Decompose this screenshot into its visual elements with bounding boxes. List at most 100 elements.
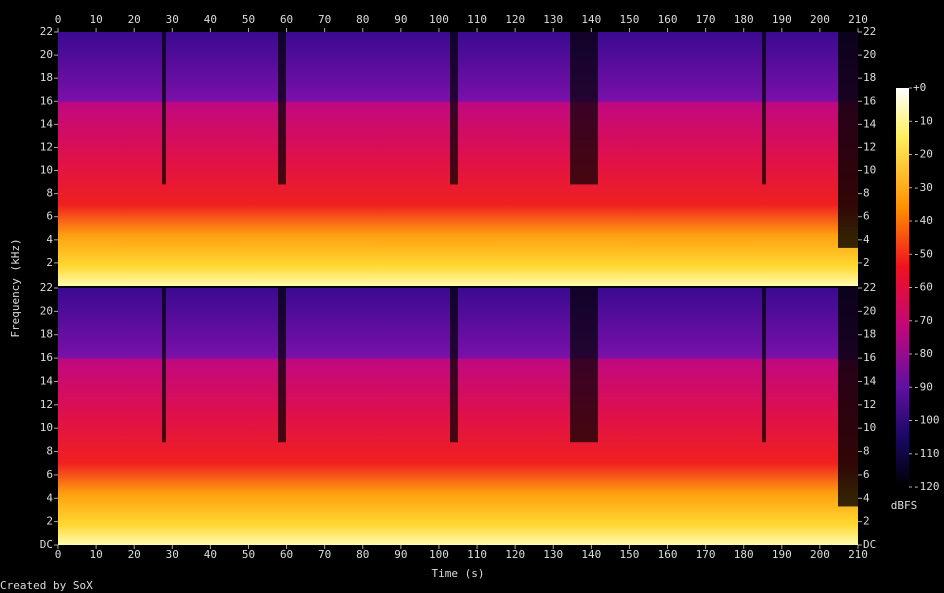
colorbar-tick-label: -120 xyxy=(913,480,940,493)
y-tick-label: 6 xyxy=(863,468,870,481)
x-tick-label: 50 xyxy=(242,548,255,561)
x-tick-label: 210 xyxy=(848,548,868,561)
colorbar-tick-label: -50 xyxy=(913,247,933,260)
y-tick-label: 20 xyxy=(40,48,53,61)
y-tick-label: 18 xyxy=(863,328,876,341)
x-tick-label: 60 xyxy=(280,13,293,26)
x-tick-label: 160 xyxy=(658,13,678,26)
x-tick-label: 20 xyxy=(128,548,141,561)
x-tick-label: 50 xyxy=(242,13,255,26)
y-tick-label: 22 xyxy=(863,281,876,294)
x-tick-label: 170 xyxy=(696,548,716,561)
x-tick-label: 180 xyxy=(734,548,754,561)
x-tick-label: 110 xyxy=(467,13,487,26)
quiet-band xyxy=(162,32,166,185)
y-tick-label: 14 xyxy=(863,374,877,387)
footer: Created by SoX xyxy=(0,579,93,592)
colorbar-tick-label: -10 xyxy=(913,114,933,127)
x-axis-label: Time (s) xyxy=(432,567,485,580)
quiet-band xyxy=(450,288,458,443)
y-tick-label: 16 xyxy=(40,94,53,107)
y-tick-label: 18 xyxy=(40,71,53,84)
colorbar-tick-label: -40 xyxy=(913,214,933,227)
x-tick-label: 90 xyxy=(394,548,407,561)
x-tick-label: 40 xyxy=(204,13,217,26)
colorbar-tick-label: -100 xyxy=(913,414,940,427)
x-tick-label: 30 xyxy=(166,13,179,26)
y-tick-label: 22 xyxy=(40,25,53,38)
y-tick-label: 2 xyxy=(46,515,53,528)
x-tick-label: 170 xyxy=(696,13,716,26)
y-tick-label: 6 xyxy=(46,210,53,223)
x-tick-label: 10 xyxy=(89,548,102,561)
y-tick-label: 10 xyxy=(40,421,53,434)
x-tick-label: 70 xyxy=(318,13,331,26)
colorbar xyxy=(896,88,909,487)
y-tick-label: 12 xyxy=(863,398,876,411)
quiet-band xyxy=(450,32,458,185)
quiet-band xyxy=(162,288,166,443)
y-tick-label: 4 xyxy=(863,233,870,246)
x-tick-label: 180 xyxy=(734,13,754,26)
x-tick-label: 140 xyxy=(581,13,601,26)
fade-out xyxy=(838,288,858,507)
x-tick-label: 30 xyxy=(166,548,179,561)
y-tick-label: 10 xyxy=(863,164,876,177)
y-tick-label: 14 xyxy=(40,117,54,130)
y-tick-label: DC xyxy=(863,538,876,551)
x-tick-label: 200 xyxy=(810,13,830,26)
colorbar-tick-label: +0 xyxy=(913,81,926,94)
y-tick-label: 10 xyxy=(40,164,53,177)
y-tick-label: 16 xyxy=(863,351,876,364)
colorbar-tick-label: -80 xyxy=(913,347,933,360)
x-tick-label: 0 xyxy=(55,548,62,561)
x-tick-label: 20 xyxy=(128,13,141,26)
x-tick-label: 120 xyxy=(505,548,525,561)
x-tick-label: 120 xyxy=(505,13,525,26)
x-tick-label: 130 xyxy=(543,548,563,561)
quiet-band xyxy=(762,288,766,443)
x-tick-label: 10 xyxy=(89,13,102,26)
y-tick-label: 4 xyxy=(46,233,53,246)
y-tick-label: 8 xyxy=(863,187,870,200)
x-tick-label: 100 xyxy=(429,13,449,26)
y-tick-label: 2 xyxy=(863,256,870,269)
y-tick-label: 8 xyxy=(46,445,53,458)
fade-out xyxy=(838,32,858,248)
colorbar-label: dBFS xyxy=(891,499,918,512)
y-tick-label: 12 xyxy=(40,398,53,411)
y-tick-label: 8 xyxy=(46,187,53,200)
y-tick-label: 20 xyxy=(863,48,876,61)
x-tick-label: 190 xyxy=(772,13,792,26)
x-tick-label: 210 xyxy=(848,13,868,26)
x-tick-label: 80 xyxy=(356,13,369,26)
x-tick-label: 110 xyxy=(467,548,487,561)
colorbar-tick-label: -60 xyxy=(913,281,933,294)
x-tick-label: 160 xyxy=(658,548,678,561)
quiet-band xyxy=(762,32,766,185)
y-tick-label: 20 xyxy=(40,304,53,317)
y-tick-label: 22 xyxy=(40,281,53,294)
y-tick-label: 16 xyxy=(863,94,876,107)
x-tick-label: 150 xyxy=(619,548,639,561)
y-tick-label: 12 xyxy=(40,140,53,153)
x-tick-label: 200 xyxy=(810,548,830,561)
x-tick-label: 130 xyxy=(543,13,563,26)
x-tick-label: 90 xyxy=(394,13,407,26)
x-tick-label: 0 xyxy=(55,13,62,26)
y-tick-label: 18 xyxy=(40,328,53,341)
quiet-band xyxy=(570,288,598,443)
y-tick-label: 2 xyxy=(863,515,870,528)
y-tick-label: 14 xyxy=(863,117,877,130)
x-tick-label: 60 xyxy=(280,548,293,561)
colorbar-tick-label: -90 xyxy=(913,380,933,393)
y-tick-label: 20 xyxy=(863,304,876,317)
x-tick-label: 80 xyxy=(356,548,369,561)
x-tick-label: 40 xyxy=(204,548,217,561)
y-tick-label: 4 xyxy=(863,491,870,504)
colorbar-tick-label: -70 xyxy=(913,314,933,327)
y-tick-label: 10 xyxy=(863,421,876,434)
y-tick-label: 6 xyxy=(46,468,53,481)
y-tick-label: DC xyxy=(40,538,53,551)
y-tick-label: 4 xyxy=(46,491,53,504)
